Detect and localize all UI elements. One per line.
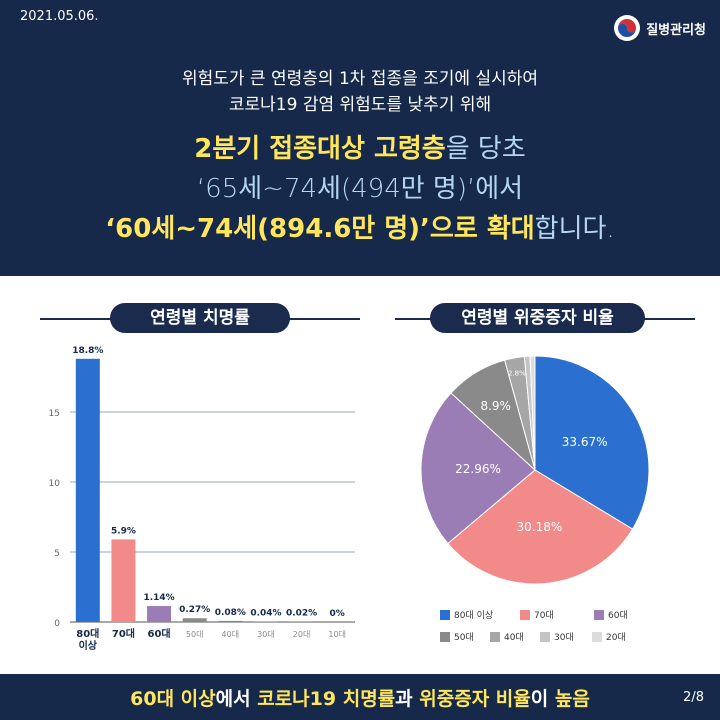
legend-swatch	[520, 609, 530, 620]
x-category-label: 50대	[186, 630, 204, 639]
legend-item: 20대	[592, 630, 626, 643]
pie-value-label: 30.18%	[517, 520, 563, 534]
y-tick-label: 15	[49, 409, 60, 419]
legend-swatch	[440, 609, 450, 620]
legend-item: 80대 이상	[440, 608, 493, 621]
bar-value-label: 0%	[330, 609, 345, 619]
headline-line-1: 2분기 접종대상 고령층을 당초	[0, 128, 720, 165]
legend-item: 30대	[540, 630, 574, 643]
legend-label: 30대	[554, 633, 574, 643]
footer-text-3: 이	[530, 688, 555, 710]
footer-highlight-fatality: 코로나19 치명률	[257, 688, 396, 710]
legend-label: 40대	[504, 633, 524, 643]
date-text: 2021.05.06.	[20, 9, 99, 24]
x-category-label: 60대	[148, 627, 171, 640]
pie-value-label: 2.8%	[508, 369, 526, 377]
legend-item: 70대	[520, 608, 554, 621]
pie-value-label: 22.96%	[455, 462, 501, 476]
legend-label: 70대	[534, 611, 554, 621]
bar-value-label: 0.27%	[179, 605, 210, 615]
headline-rest-3: 합니다.	[534, 214, 615, 244]
bar	[218, 620, 243, 622]
footer-text-2: 과	[395, 688, 420, 710]
headline-line-2: ‘65세~74세(494만 명)’에서	[196, 174, 524, 204]
pie-slice	[534, 355, 650, 530]
subtitle-line-2: 코로나19 감염 위험도를 낮추기 위해	[228, 95, 492, 115]
logo-text: 질병관리청	[646, 22, 706, 38]
legend-swatch	[540, 631, 550, 642]
legend-item: 60대	[594, 608, 628, 621]
pie-slice	[529, 355, 536, 471]
bar-value-label: 0.04%	[250, 608, 281, 618]
legend-label: 20대	[606, 633, 626, 643]
footer-highlight-high: 높음	[554, 688, 590, 710]
pie-value-label: 33.67%	[562, 435, 608, 449]
x-category-label: 20대	[293, 630, 311, 639]
footer-highlight-age: 60대 이상	[130, 688, 216, 710]
bar-value-label: 1.14%	[143, 593, 174, 603]
legend-swatch	[490, 631, 500, 642]
header-banner: 2021.05.06. 질병관리청 위험도가 큰 연령층의 1차 접종을 조기에…	[0, 0, 720, 276]
pie-slice	[420, 392, 536, 545]
bar-chart-title: 연령별 치명률	[110, 303, 290, 333]
headline-highlight-1: 2분기 접종대상 고령층	[194, 134, 446, 164]
y-tick-label: 10	[49, 479, 61, 489]
footer-highlight-severe: 위중증자 비율	[419, 688, 531, 710]
taegeuk-logo-icon	[614, 15, 641, 41]
x-category-label: 70대	[112, 627, 135, 640]
legend-label: 80대 이상	[454, 611, 494, 621]
subtitle-line-1: 위험도가 큰 연령층의 1차 접종을 조기에 실시하여	[181, 69, 539, 89]
pie-value-label: 8.9%	[480, 399, 511, 413]
y-tick-label: 0	[54, 619, 60, 629]
legend-swatch	[440, 631, 450, 642]
legend-item: 50대	[440, 630, 474, 643]
bar-value-label: 0.02%	[286, 609, 317, 619]
x-category-label: 이상	[79, 639, 98, 652]
x-category-label: 40대	[222, 630, 240, 639]
footer-text-1: 에서	[215, 688, 258, 710]
agency-logo: 질병관리청	[614, 15, 706, 41]
x-category-label: 30대	[257, 630, 275, 639]
x-category-label: 80대	[76, 627, 99, 640]
bar	[111, 539, 136, 622]
bar	[75, 358, 100, 622]
bar	[147, 606, 172, 622]
legend-label: 60대	[608, 611, 628, 621]
legend-label: 50대	[454, 633, 474, 643]
legend-swatch	[594, 609, 604, 620]
page-number: 2/8	[683, 690, 704, 705]
x-category-label: 10대	[328, 630, 346, 639]
headline-line-3: ‘60세~74세(894.6만 명)’으로 확대합니다.	[0, 208, 720, 245]
bar-value-label: 5.9%	[111, 526, 136, 536]
pie-chart-title: 연령별 위중증자 비율	[430, 303, 645, 333]
footer-summary: 60대 이상에서 코로나19 치명률과 위중증자 비율이 높음	[0, 684, 720, 711]
pie-chart: 33.67% 30.18% 22.96% 8.9% 2.8%	[420, 355, 650, 585]
pie-slice	[447, 469, 634, 585]
y-tick-label: 5	[54, 549, 60, 559]
bar-value-label: 18.8%	[72, 346, 103, 356]
bar	[182, 618, 207, 622]
legend-swatch	[592, 631, 602, 642]
headline-rest-1: 을 당초	[445, 134, 526, 164]
legend-item: 40대	[490, 630, 524, 643]
bar	[253, 621, 278, 622]
bar-value-label: 0.08%	[215, 608, 246, 618]
headline-highlight-3: ‘60세~74세(894.6만 명)’으로 확대	[105, 214, 535, 244]
footer-banner: 60대 이상에서 코로나19 치명률과 위중증자 비율이 높음 2/8	[0, 674, 720, 720]
